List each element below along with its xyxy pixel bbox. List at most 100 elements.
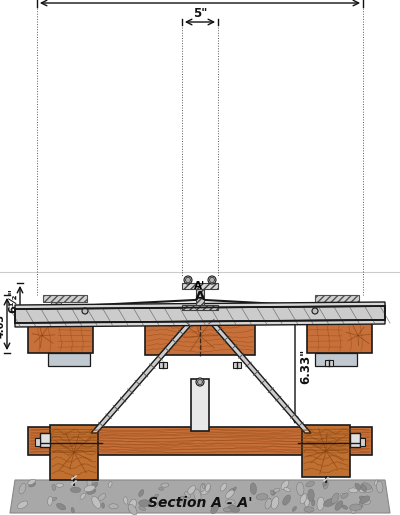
Ellipse shape bbox=[226, 490, 234, 499]
Bar bbox=[182, 283, 218, 289]
Bar bbox=[360, 438, 365, 446]
Ellipse shape bbox=[29, 482, 36, 487]
Ellipse shape bbox=[91, 482, 98, 488]
Ellipse shape bbox=[56, 483, 63, 487]
Polygon shape bbox=[197, 380, 203, 384]
Ellipse shape bbox=[351, 506, 355, 513]
Bar bbox=[35, 438, 40, 446]
Text: A': A' bbox=[194, 281, 206, 291]
Ellipse shape bbox=[305, 498, 309, 507]
Circle shape bbox=[312, 308, 318, 314]
Polygon shape bbox=[209, 278, 215, 282]
Ellipse shape bbox=[374, 480, 378, 485]
Ellipse shape bbox=[359, 502, 363, 507]
Ellipse shape bbox=[205, 484, 210, 492]
Ellipse shape bbox=[70, 487, 81, 493]
Bar bbox=[315, 295, 359, 302]
Ellipse shape bbox=[194, 489, 201, 502]
Ellipse shape bbox=[48, 496, 52, 505]
Ellipse shape bbox=[228, 505, 240, 512]
Ellipse shape bbox=[52, 484, 56, 491]
Ellipse shape bbox=[233, 487, 236, 491]
Ellipse shape bbox=[87, 478, 92, 488]
Ellipse shape bbox=[178, 496, 184, 503]
Ellipse shape bbox=[202, 484, 205, 489]
Ellipse shape bbox=[306, 482, 314, 487]
Ellipse shape bbox=[223, 508, 231, 512]
Ellipse shape bbox=[265, 499, 272, 509]
Bar bbox=[315, 353, 357, 366]
Polygon shape bbox=[15, 320, 385, 327]
Ellipse shape bbox=[154, 494, 158, 497]
Ellipse shape bbox=[187, 486, 196, 495]
Ellipse shape bbox=[300, 494, 307, 504]
Bar bbox=[145, 317, 255, 355]
Bar bbox=[174, 310, 226, 317]
Ellipse shape bbox=[128, 499, 136, 511]
Ellipse shape bbox=[317, 497, 324, 510]
Bar bbox=[196, 289, 204, 305]
Text: A: A bbox=[195, 290, 205, 303]
Ellipse shape bbox=[161, 483, 169, 487]
Circle shape bbox=[208, 276, 216, 284]
Ellipse shape bbox=[102, 503, 104, 508]
Ellipse shape bbox=[226, 500, 235, 505]
Circle shape bbox=[82, 308, 88, 314]
Ellipse shape bbox=[323, 480, 328, 489]
Ellipse shape bbox=[297, 482, 304, 495]
Bar bbox=[38, 310, 90, 318]
Ellipse shape bbox=[355, 483, 361, 490]
Bar bbox=[331, 302, 341, 310]
Ellipse shape bbox=[201, 486, 211, 495]
Ellipse shape bbox=[159, 488, 164, 490]
Ellipse shape bbox=[17, 501, 28, 509]
Ellipse shape bbox=[360, 488, 368, 493]
Ellipse shape bbox=[185, 492, 190, 498]
Text: 5": 5" bbox=[193, 7, 207, 20]
Ellipse shape bbox=[71, 507, 74, 513]
Ellipse shape bbox=[361, 484, 367, 491]
Ellipse shape bbox=[250, 483, 256, 494]
Ellipse shape bbox=[139, 506, 146, 511]
Ellipse shape bbox=[267, 499, 271, 503]
Ellipse shape bbox=[56, 503, 66, 510]
Ellipse shape bbox=[28, 479, 35, 485]
Bar bbox=[51, 302, 61, 310]
Bar bbox=[50, 425, 98, 480]
Ellipse shape bbox=[108, 482, 112, 487]
Bar bbox=[350, 433, 360, 447]
Bar bbox=[28, 318, 93, 353]
Ellipse shape bbox=[323, 479, 328, 486]
Ellipse shape bbox=[361, 486, 373, 492]
Ellipse shape bbox=[362, 485, 368, 489]
Bar bbox=[302, 425, 350, 477]
Ellipse shape bbox=[220, 483, 227, 491]
Ellipse shape bbox=[128, 504, 137, 515]
Bar bbox=[307, 318, 372, 353]
Ellipse shape bbox=[284, 487, 290, 492]
Ellipse shape bbox=[270, 490, 274, 495]
Ellipse shape bbox=[151, 496, 158, 507]
Ellipse shape bbox=[92, 496, 101, 508]
Polygon shape bbox=[201, 313, 311, 433]
Ellipse shape bbox=[283, 495, 290, 505]
Ellipse shape bbox=[19, 484, 26, 494]
Ellipse shape bbox=[304, 507, 314, 512]
Ellipse shape bbox=[274, 488, 280, 492]
Bar bbox=[40, 433, 50, 447]
Ellipse shape bbox=[324, 499, 336, 507]
Ellipse shape bbox=[312, 500, 315, 506]
Polygon shape bbox=[15, 302, 385, 309]
Text: 6½": 6½" bbox=[8, 288, 18, 313]
Ellipse shape bbox=[200, 483, 205, 492]
Ellipse shape bbox=[86, 489, 96, 494]
Bar bbox=[43, 295, 87, 302]
Ellipse shape bbox=[281, 480, 289, 489]
Ellipse shape bbox=[341, 493, 348, 499]
Bar bbox=[48, 353, 90, 366]
Ellipse shape bbox=[138, 490, 144, 496]
Ellipse shape bbox=[139, 500, 151, 506]
Ellipse shape bbox=[349, 488, 358, 493]
Ellipse shape bbox=[340, 493, 346, 496]
Ellipse shape bbox=[109, 504, 118, 509]
